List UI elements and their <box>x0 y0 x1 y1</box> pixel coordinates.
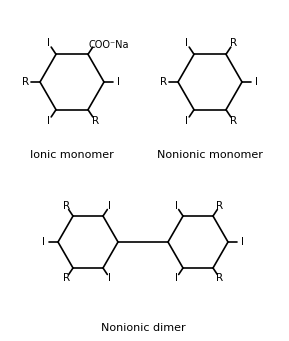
Text: R: R <box>230 38 237 48</box>
Text: I: I <box>185 116 188 126</box>
Text: R: R <box>62 273 70 283</box>
Text: I: I <box>42 237 45 247</box>
Text: R: R <box>230 116 237 126</box>
Text: Ionic monomer: Ionic monomer <box>30 150 114 160</box>
Text: R: R <box>62 201 70 211</box>
Text: R: R <box>92 116 99 126</box>
Text: I: I <box>47 38 50 48</box>
Text: Nonionic dimer: Nonionic dimer <box>101 323 185 333</box>
Text: I: I <box>255 77 258 87</box>
Text: I: I <box>175 201 177 211</box>
Text: COO⁻Na: COO⁻Na <box>88 40 129 50</box>
Text: I: I <box>108 273 112 283</box>
Text: R: R <box>216 201 223 211</box>
Text: I: I <box>241 237 244 247</box>
Text: I: I <box>175 273 177 283</box>
Text: I: I <box>47 116 50 126</box>
Text: I: I <box>108 201 112 211</box>
Text: R: R <box>160 77 167 87</box>
Text: R: R <box>216 273 223 283</box>
Text: I: I <box>185 38 188 48</box>
Text: I: I <box>117 77 120 87</box>
Text: R: R <box>22 77 29 87</box>
Text: Nonionic monomer: Nonionic monomer <box>157 150 263 160</box>
